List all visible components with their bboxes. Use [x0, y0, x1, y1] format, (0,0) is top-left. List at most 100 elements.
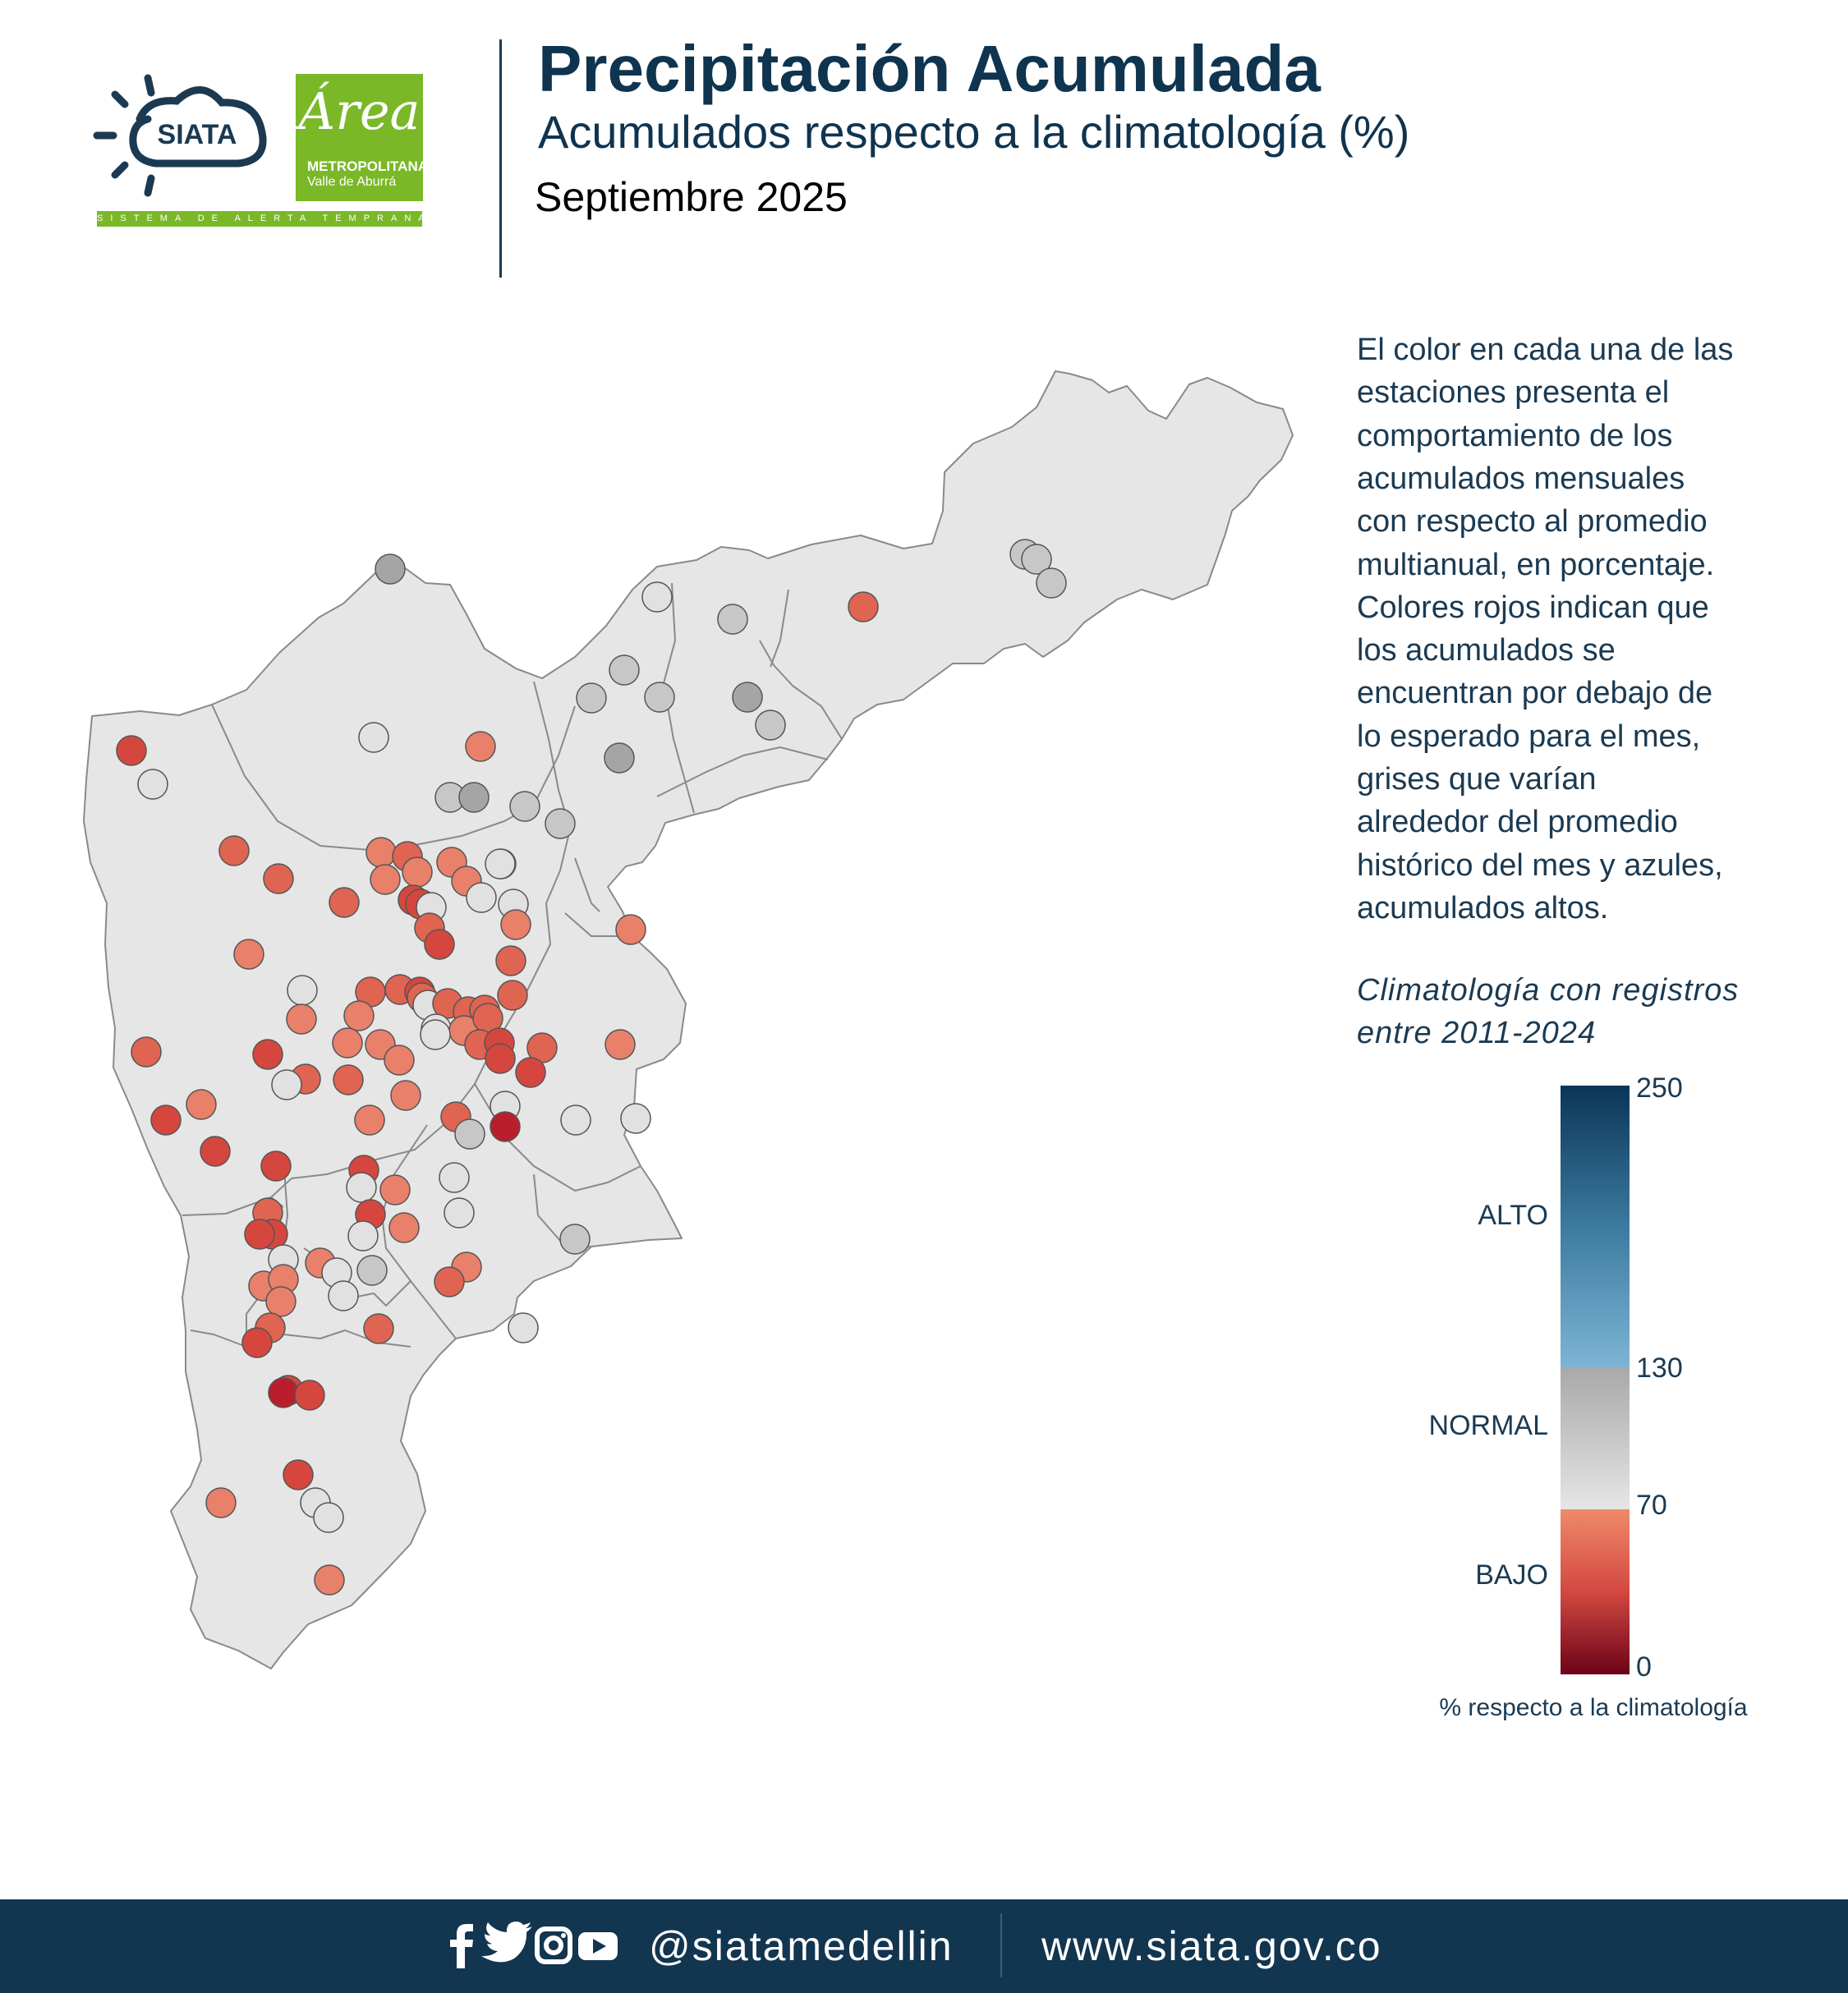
description-line: lo esperado para el mes, [1357, 719, 1701, 754]
station-marker [465, 731, 496, 762]
station-marker [313, 1502, 344, 1533]
station-marker [186, 1089, 217, 1120]
description-line: comportamiento de los [1357, 418, 1673, 453]
twitter-icon[interactable] [481, 1922, 532, 1963]
station-marker [137, 769, 168, 800]
legend-tick-0: 0 [1636, 1651, 1652, 1683]
station-marker [271, 1069, 302, 1100]
legend-tick-250: 250 [1636, 1072, 1683, 1104]
footer-divider [1000, 1913, 1002, 1977]
station-marker [286, 1003, 317, 1035]
description-line: encuentran por debajo de [1357, 676, 1713, 711]
description-line: con respecto al promedio [1357, 504, 1708, 540]
legend-caption: % respecto a la climatología [1439, 1694, 1748, 1721]
precipitation-map [83, 370, 1294, 1669]
area-logo-name: METROPOLITANA [307, 158, 429, 174]
station-marker [354, 1104, 385, 1136]
station-markers [116, 539, 1067, 1596]
area-metropolitana-logo: Área METROPOLITANA Valle de Aburrá [296, 74, 428, 201]
station-marker [717, 604, 748, 635]
legend-alto-label: ALTO [1478, 1200, 1548, 1231]
station-marker [424, 929, 455, 960]
description-line: alrededor del promedio [1357, 805, 1678, 840]
description-line: los acumulados se [1357, 633, 1616, 668]
station-marker [233, 939, 264, 970]
station-marker [644, 682, 675, 713]
social-handle[interactable]: @siatamedellin [649, 1923, 954, 1969]
station-marker [458, 782, 490, 813]
station-marker [485, 848, 516, 879]
legend-bajo-label: BAJO [1475, 1559, 1548, 1591]
station-marker [252, 1039, 283, 1070]
social-icons [450, 1922, 618, 1968]
station-marker [283, 1459, 314, 1490]
station-marker [347, 1220, 379, 1251]
station-marker [328, 1280, 359, 1311]
description-line: acumulados mensuales [1357, 461, 1685, 496]
header-divider [499, 39, 502, 278]
station-marker [365, 837, 397, 868]
station-marker [755, 709, 786, 741]
description-line: El color en cada una de las [1357, 333, 1734, 367]
climatology-line: entre 2011-2024 [1357, 1016, 1597, 1050]
siata-logo-text: SIATA [158, 119, 237, 150]
station-marker [605, 1029, 636, 1060]
valley-outline [83, 370, 1294, 1669]
instagram-icon[interactable] [535, 1926, 572, 1964]
station-marker [515, 1057, 546, 1088]
station-marker [604, 742, 635, 774]
station-marker [314, 1564, 345, 1596]
station-marker [615, 914, 646, 945]
station-marker [848, 591, 879, 622]
station-marker [116, 735, 147, 766]
station-marker [343, 1000, 375, 1031]
climatology-line: Climatología con registros [1357, 973, 1740, 1008]
page-subtitle: Acumulados respecto a la climatología (%… [538, 106, 1410, 158]
page-title: Precipitación Acumulada [538, 32, 1321, 105]
station-marker [218, 835, 250, 866]
station-marker [346, 1172, 377, 1203]
station-marker [294, 1380, 325, 1411]
station-marker [200, 1136, 231, 1167]
description-line: grises que varían [1357, 762, 1597, 797]
siata-tagline: SISTEMA DE ALERTA TEMPRANA [97, 211, 422, 227]
footer [0, 1899, 1848, 1993]
station-marker [379, 1174, 411, 1205]
station-marker [559, 1224, 591, 1255]
station-marker [500, 909, 531, 940]
station-marker [495, 945, 526, 976]
station-marker [287, 975, 318, 1006]
station-marker [497, 980, 528, 1011]
description-line: acumulados altos. [1357, 890, 1609, 925]
station-marker [329, 887, 360, 918]
station-marker [420, 1019, 451, 1050]
station-marker [620, 1103, 651, 1134]
station-marker [375, 553, 406, 585]
station-marker [444, 1197, 475, 1228]
station-marker [641, 581, 673, 613]
station-marker [263, 863, 294, 894]
station-marker [150, 1104, 182, 1136]
station-marker [576, 682, 607, 714]
station-marker [466, 882, 497, 913]
station-marker [265, 1286, 297, 1317]
facebook-icon[interactable] [450, 1924, 473, 1968]
website-url[interactable]: www.siata.gov.co [1041, 1923, 1382, 1969]
legend-alto-segment [1561, 1086, 1630, 1368]
station-marker [434, 1266, 465, 1297]
area-logo-sub: Valle de Aburrá [307, 175, 397, 189]
station-marker [388, 1212, 420, 1243]
youtube-icon[interactable] [578, 1932, 618, 1960]
legend-tick-130: 130 [1636, 1352, 1683, 1384]
legend-normal-label: NORMAL [1428, 1410, 1548, 1441]
legend-colorbar [1561, 1086, 1630, 1674]
station-marker [508, 1312, 539, 1343]
station-marker [241, 1327, 273, 1358]
station-marker [509, 791, 540, 822]
station-marker [131, 1036, 162, 1068]
description-line: estaciones presenta el [1357, 375, 1670, 411]
station-marker [732, 682, 763, 713]
station-marker [390, 1080, 421, 1111]
station-marker [609, 654, 640, 686]
station-marker [439, 1162, 470, 1193]
